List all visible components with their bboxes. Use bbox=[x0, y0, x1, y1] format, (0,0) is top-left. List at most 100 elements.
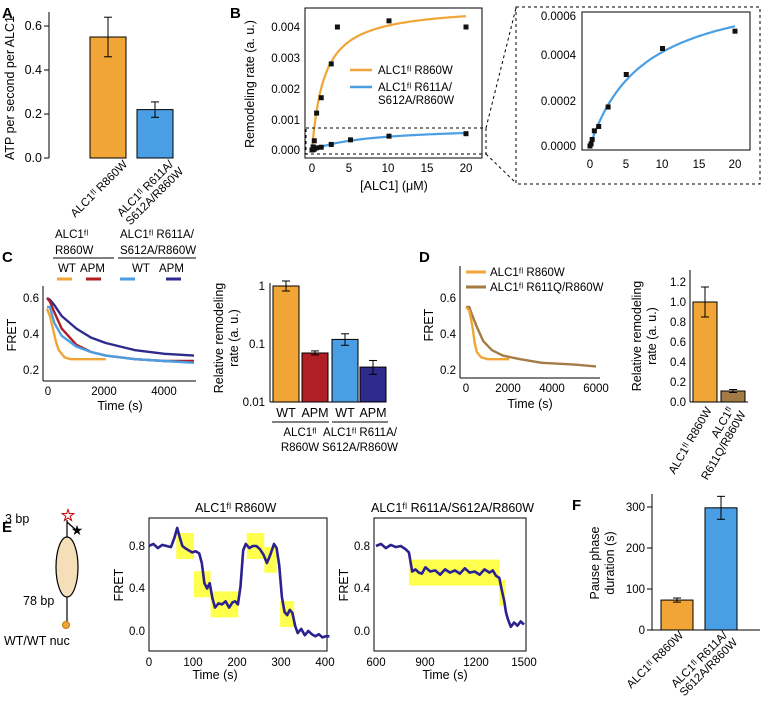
panel-c: C ALC1ᶠˡ R860W ALC1ᶠˡ R611A/ S612A/R860W… bbox=[2, 229, 398, 454]
c-legend-label: WT bbox=[58, 263, 76, 275]
d-bar-ytick: 0.2 bbox=[670, 377, 686, 389]
panel-a: A 0.0 0.2 0.4 0.6 ATP per second per ALC… bbox=[2, 5, 186, 228]
c-bar-ytick: 0.01 bbox=[243, 397, 265, 409]
data-point bbox=[318, 144, 324, 150]
e-ylabel: FRET bbox=[337, 568, 351, 601]
c-bars bbox=[272, 280, 387, 403]
b-series bbox=[309, 15, 469, 153]
c-xtick: 4000 bbox=[151, 386, 177, 398]
d-bar-ytick: 0.6 bbox=[670, 337, 686, 349]
c-bar-category: WT bbox=[276, 406, 296, 420]
c-legend-label: APM bbox=[80, 263, 105, 275]
a-ylabel: ATP per second per ALC1 bbox=[3, 16, 17, 160]
f-ylabel: duration (s) bbox=[603, 531, 617, 594]
b-ytick: 0.000 bbox=[271, 145, 300, 157]
e-ytick: 0.8 bbox=[354, 541, 370, 553]
f-ytick: 200 bbox=[626, 543, 645, 555]
c-bar-ylabel: rate (a. u.) bbox=[227, 309, 241, 367]
d-xtick: 6000 bbox=[583, 383, 609, 395]
data-point bbox=[334, 24, 340, 30]
nucleosome-schematic: ☆ ★ 3 bp 78 bp WT/WT nuc bbox=[4, 506, 83, 648]
d-bar-ytick: 1.0 bbox=[670, 297, 686, 309]
panel-f: F 0 100 200 300 Pause phase duration (s)… bbox=[572, 494, 760, 699]
c-ytick: 0.6 bbox=[23, 293, 39, 305]
fret-trace bbox=[148, 526, 330, 639]
e-label-top: 3 bp bbox=[5, 512, 29, 526]
c-ytick: 0.2 bbox=[23, 365, 39, 377]
d-ylabel: FRET bbox=[422, 308, 436, 341]
d-ytick: 0.6 bbox=[440, 293, 456, 305]
d-bar-ytick: 0.4 bbox=[670, 357, 687, 369]
c-group-title: S612A/R860W bbox=[120, 245, 196, 257]
c-bar-category: WT bbox=[335, 406, 355, 420]
bar bbox=[301, 352, 329, 403]
c-group-title: ALC1ᶠˡ bbox=[55, 229, 88, 241]
e-xtick: 1200 bbox=[463, 657, 489, 669]
donor-star-icon: ★ bbox=[71, 522, 84, 538]
c-group-title: ALC1ᶠˡ R611A/ bbox=[120, 229, 195, 241]
d-bars bbox=[692, 286, 746, 403]
b-ytick: 0.001 bbox=[271, 115, 300, 127]
f-bars bbox=[660, 495, 738, 631]
c-group-title: R860W bbox=[55, 245, 93, 257]
e-xtick: 600 bbox=[366, 657, 385, 669]
b-inset-xtick: 5 bbox=[623, 159, 629, 171]
d-bar-ytick: 0.0 bbox=[670, 397, 686, 409]
c-bar-group: ALC1ᶠˡ R611A/ bbox=[323, 427, 398, 439]
fret-trace bbox=[46, 296, 195, 357]
e-ylabel: FRET bbox=[112, 568, 126, 601]
b-ytick: 0.003 bbox=[271, 53, 300, 65]
e-caption: WT/WT nuc bbox=[4, 634, 70, 648]
e-xlabel: Time (s) bbox=[192, 668, 237, 682]
e-xtick: 400 bbox=[315, 657, 334, 669]
b-ytick: 0.002 bbox=[271, 84, 300, 96]
d-legend-label: ALC1ᶠˡ R860W bbox=[490, 267, 565, 279]
c-bar-ytick: 0.1 bbox=[249, 339, 265, 351]
b-inset-plot bbox=[581, 11, 751, 151]
data-point bbox=[348, 137, 353, 143]
e-xtick: 200 bbox=[227, 657, 246, 669]
b-plot-frame bbox=[304, 7, 483, 159]
e-xtick: 0 bbox=[146, 657, 152, 669]
data-point bbox=[314, 145, 320, 151]
e-xtick: 300 bbox=[271, 657, 290, 669]
fret-trace bbox=[45, 308, 106, 361]
b-xtick: 15 bbox=[421, 163, 434, 175]
f-ytick: 300 bbox=[626, 502, 645, 514]
data-point bbox=[732, 28, 738, 34]
c-legend-label: WT bbox=[132, 263, 150, 275]
fret-trace bbox=[46, 297, 194, 363]
bar bbox=[660, 599, 694, 631]
d-bar-ylabel: Relative remodeling bbox=[630, 281, 644, 392]
fret-trace bbox=[466, 305, 597, 368]
b-zoom-connector bbox=[485, 153, 517, 184]
a-ytick: 0.6 bbox=[25, 19, 42, 33]
b-inset-xtick: 10 bbox=[656, 159, 669, 171]
b-legend-label: S612A/R860W bbox=[378, 95, 454, 107]
fret-trace bbox=[47, 305, 195, 364]
e-xtick: 900 bbox=[415, 657, 434, 669]
d-traces bbox=[465, 305, 597, 368]
data-point bbox=[328, 141, 334, 147]
c-bar-group: ALC1ᶠˡ bbox=[283, 427, 316, 439]
c-legend-label: APM bbox=[159, 263, 184, 275]
a-ytick: 0.0 bbox=[25, 151, 42, 165]
d-bar-ylabel: rate (a. u.) bbox=[645, 307, 659, 365]
data-point bbox=[589, 137, 595, 142]
data-point bbox=[591, 128, 597, 134]
bar bbox=[704, 507, 738, 631]
b-xlabel: [ALC1] (μM) bbox=[360, 179, 428, 193]
c-xtick: 0 bbox=[45, 386, 51, 398]
d-bar-ytick: 0.8 bbox=[670, 317, 686, 329]
f-ytick: 0 bbox=[639, 625, 645, 637]
e-xlabel: Time (s) bbox=[422, 668, 467, 682]
fret-trace bbox=[465, 306, 510, 361]
data-point bbox=[605, 104, 611, 110]
c-ytick: 0.4 bbox=[23, 329, 40, 341]
b-inset-ytick: 0.0000 bbox=[541, 141, 576, 153]
c-bar-category: APM bbox=[359, 406, 386, 420]
panel-b: B 0.000 0.001 0.002 0.003 0.004 0 5 10 1… bbox=[230, 5, 761, 193]
b-inset-xtick: 0 bbox=[587, 159, 593, 171]
data-point bbox=[588, 141, 594, 147]
